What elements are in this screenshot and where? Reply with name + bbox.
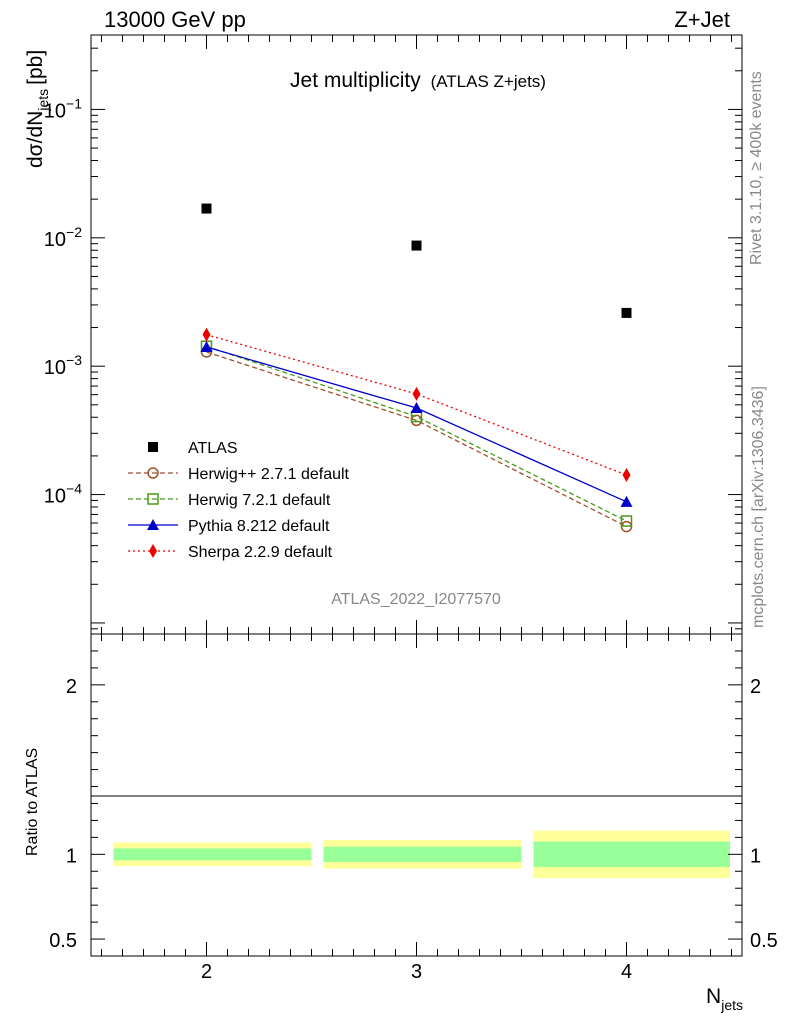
y-axis-label-unit: [pb] xyxy=(24,50,47,85)
series-0 xyxy=(201,203,632,318)
y-tick-label: 10−2 xyxy=(44,224,82,251)
y-tick-base: 10 xyxy=(44,229,66,251)
data-point xyxy=(622,468,631,483)
ratio-tick-label-right: 1 xyxy=(750,845,761,867)
y-axis-label-sub: jets xyxy=(35,89,51,112)
legend-entry: Sherpa 2.2.9 default xyxy=(128,544,333,561)
side-text-bottom: mcplots.cern.ch [arXiv:1306.3436] xyxy=(750,386,767,628)
y-axis-label-main: dσ/dN xyxy=(24,111,47,168)
data-point xyxy=(620,495,633,507)
legend-marker xyxy=(149,544,157,558)
ratio-tick-label-left: 2 xyxy=(66,676,77,698)
y-tick-exp: −3 xyxy=(66,352,82,368)
y-tick-labels: 10−110−210−310−4 xyxy=(44,95,82,507)
legend-label: Herwig 7.2.1 default xyxy=(188,492,331,509)
x-tick-label: 2 xyxy=(201,961,212,983)
data-point xyxy=(200,341,213,353)
legend-marker xyxy=(147,467,159,479)
y-tick-label: 10−3 xyxy=(44,352,82,379)
ratio-stat-band xyxy=(323,846,522,862)
y-tick-exp: −1 xyxy=(66,95,82,111)
y-tick-base: 10 xyxy=(44,357,66,379)
y-tick-exp: −4 xyxy=(66,481,82,497)
ratio-stat-band xyxy=(533,841,730,868)
x-tick-label: 4 xyxy=(621,961,632,983)
legend-label: Sherpa 2.2.9 default xyxy=(188,544,333,561)
legend-label: Herwig++ 2.7.1 default xyxy=(188,466,350,483)
ratio-tick-label-right: 2 xyxy=(750,676,761,698)
y-axis-label: dσ/dNjets [pb] xyxy=(24,50,51,168)
y-tick-label: 10−1 xyxy=(44,95,82,122)
x-axis-label-main: N xyxy=(706,985,721,1008)
legend-marker xyxy=(147,493,159,505)
series-4 xyxy=(202,327,631,483)
chart-title-sub: (ATLAS Z+jets) xyxy=(431,72,546,91)
x-tick-labels: 2 3 4 xyxy=(201,961,632,983)
chart-title: Jet multiplicity (ATLAS Z+jets) xyxy=(290,69,546,92)
main-panel: Jet multiplicity (ATLAS Z+jets) dσ/dNjet… xyxy=(24,34,743,635)
chart-title-main: Jet multiplicity xyxy=(290,69,421,92)
ratio-ticks xyxy=(91,634,742,956)
y-tick-exp: −2 xyxy=(66,224,82,240)
legend-marker xyxy=(147,519,159,530)
series-line xyxy=(206,345,627,522)
ratio-tick-labels: 0.5 0.5 1 1 2 2 xyxy=(49,676,778,952)
y-tick-label: 10−4 xyxy=(44,481,82,508)
x-tick-label: 3 xyxy=(411,961,422,983)
main-ticks xyxy=(91,35,742,634)
x-axis-label: Njets xyxy=(706,985,743,1013)
data-point xyxy=(411,240,422,251)
legend-entry: ATLAS xyxy=(148,440,238,457)
ratio-panel: 0.5 0.5 1 1 2 2 Ratio to ATLAS xyxy=(24,633,778,957)
ratio-stat-band xyxy=(113,848,312,861)
series-3 xyxy=(200,341,633,507)
y-tick-base: 10 xyxy=(44,100,66,122)
header-left: 13000 GeV pp xyxy=(104,7,246,32)
legend-label: Pythia 8.212 default xyxy=(188,518,330,535)
data-point xyxy=(412,386,421,401)
series-line xyxy=(206,351,627,528)
legend-entry: Herwig 7.2.1 default xyxy=(128,492,331,509)
legend-entry: Pythia 8.212 default xyxy=(128,518,330,535)
y-tick-base: 10 xyxy=(44,486,66,508)
ratio-tick-label-left: 1 xyxy=(66,845,77,867)
data-point xyxy=(410,402,423,414)
data-point xyxy=(620,515,633,527)
ratio-tick-label-right: 0.5 xyxy=(750,930,778,952)
data-point xyxy=(621,307,632,318)
header-right: Z+Jet xyxy=(674,7,730,32)
legend-marker xyxy=(148,442,158,452)
watermark: ATLAS_2022_I2077570 xyxy=(331,591,501,608)
ratio-tick-label-left: 0.5 xyxy=(49,930,77,952)
series-layer xyxy=(200,203,633,533)
data-point xyxy=(202,327,211,342)
side-text-top: Rivet 3.1.10, ≥ 400k events xyxy=(748,71,765,265)
ratio-y-axis-label: Ratio to ATLAS xyxy=(24,748,41,856)
legend: ATLAS Herwig++ 2.7.1 default Herwig 7.2.1 … xyxy=(128,440,350,561)
data-point xyxy=(201,203,212,214)
legend-label: ATLAS xyxy=(188,440,238,457)
x-axis-label-sub: jets xyxy=(720,997,743,1013)
ratio-frame xyxy=(90,633,743,957)
ratio-bands xyxy=(113,830,730,879)
legend-entry: Herwig++ 2.7.1 default xyxy=(128,466,350,483)
